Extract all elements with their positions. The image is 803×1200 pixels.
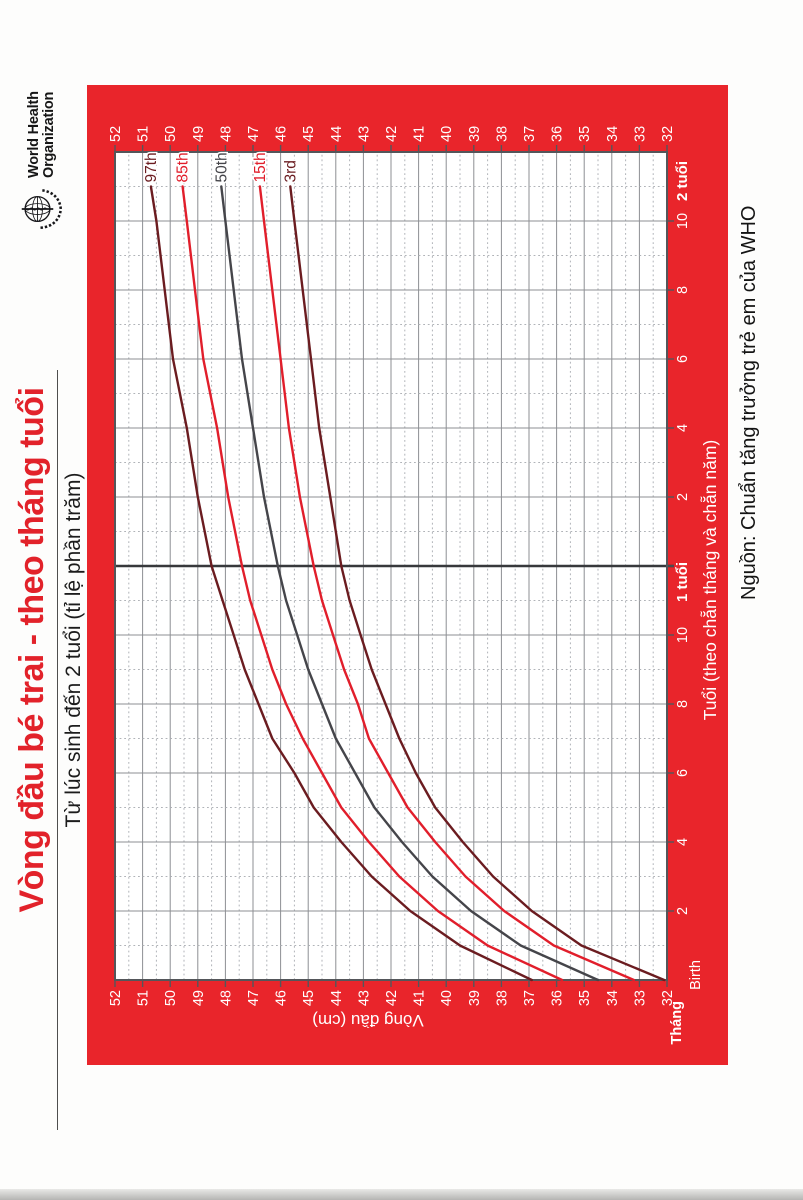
cm-tick-label-left: 35 [577,990,593,1006]
month-tick-label: 2 tuổi [674,161,691,201]
cm-tick-label-right: 52 [108,126,124,142]
cm-tick-label-right: 34 [605,126,621,142]
source-note: Nguồn: Chuẩn tăng trưởng trẻ em của WHO [738,205,760,600]
cm-tick-label-left: 33 [632,990,648,1006]
cm-tick-label-left: 46 [274,990,290,1006]
scan-edge-shadow [0,1189,803,1200]
cm-tick-label-left: 51 [136,990,152,1006]
percentile-curve-85th [181,185,564,982]
cm-tick-label-right: 47 [246,126,262,142]
cm-tick-label-right: 51 [136,126,152,142]
cm-tick-label-right: 40 [439,126,455,142]
cm-tick-label-right: 49 [191,126,207,142]
cm-tick-label-right: 50 [163,126,179,142]
x-axis-unit-label: Tháng [669,1001,685,1045]
x-axis-title: Tuổi (theo chẵn tháng và chẵn năm) [700,440,720,721]
cm-tick-label-right: 42 [384,126,400,142]
month-tick-label: 10 [675,627,691,643]
month-tick-label: 8 [675,700,691,708]
cm-tick-label-left: 44 [329,990,345,1006]
month-tick-label: 2 [675,493,691,501]
percentile-label-85th: 85th [175,152,192,182]
cm-tick-label-left: 47 [246,990,262,1006]
month-tick-label: 2 [675,907,691,915]
who-logo: World Health Organization [18,91,66,234]
percentile-label-97th: 97th [143,152,160,182]
cm-tick-label-right: 43 [356,126,372,142]
cm-tick-label-left: 45 [301,990,317,1006]
cm-tick-label-right: 45 [301,126,317,142]
cm-tick-label-right: 35 [577,126,593,142]
cm-tick-label-left: 32 [660,990,676,1006]
percentile-curve-97th [149,185,533,982]
percentile-label-15th: 15th [252,152,269,182]
month-tick-label: Birth [688,960,704,990]
cm-tick-label-right: 44 [329,126,345,142]
cm-tick-label-left: 50 [163,990,179,1006]
cm-tick-label-left: 37 [522,990,538,1006]
who-emblem-icon [21,188,63,230]
cm-tick-label-right: 36 [550,126,566,142]
percentile-label-3rd: 3rd [282,160,299,182]
cm-tick-label-right: 39 [467,126,483,142]
month-tick-label: 8 [675,286,691,294]
cm-tick-label-right: 38 [494,126,510,142]
cm-tick-label-left: 49 [191,990,207,1006]
cm-tick-label-left: 34 [605,990,621,1006]
cm-tick-label-left: 39 [467,990,483,1006]
month-tick-label: 4 [675,838,691,846]
percentile-curve-15th [258,185,636,982]
month-tick-label: 4 [675,424,691,432]
cm-tick-label-left: 38 [494,990,510,1006]
month-tick-label: 10 [675,213,691,229]
cm-tick-label-left: 40 [439,990,455,1006]
month-tick-label: 1 tuổi [674,562,691,602]
cm-tick-label-right: 41 [412,126,428,142]
cm-tick-label-left: 41 [412,990,428,1006]
percentile-curve-3rd [289,185,666,982]
cm-tick-label-right: 48 [218,126,234,142]
cm-tick-label-right: 37 [522,126,538,142]
cm-tick-label-left: 48 [218,990,234,1006]
month-tick-label: 6 [675,355,691,363]
month-tick-label: 6 [675,769,691,777]
cm-tick-label-left: 42 [384,990,400,1006]
percentile-curve-50th [220,185,600,982]
y-axis-title: Vòng đầu (cm) [312,1011,424,1030]
percentile-label-50th: 50th [213,152,230,182]
cm-tick-label-right: 46 [274,126,290,142]
cm-tick-label-right: 32 [660,126,676,142]
cm-tick-label-right: 33 [632,126,648,142]
cm-tick-label-left: 52 [108,990,124,1006]
cm-tick-label-left: 43 [356,990,372,1006]
cm-tick-label-left: 36 [550,990,566,1006]
